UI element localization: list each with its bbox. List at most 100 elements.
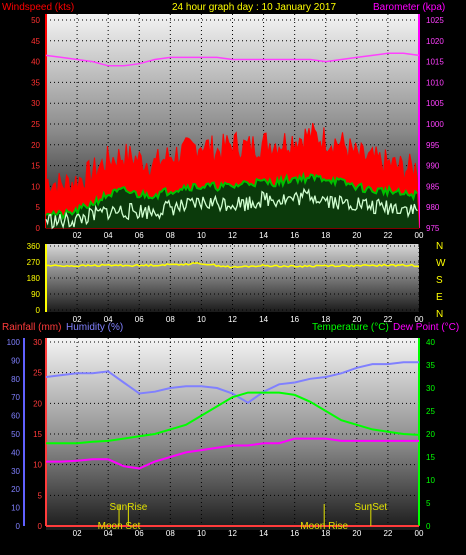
x-tick-label: 12 (228, 315, 237, 324)
wind-tick-label: 10 (31, 182, 40, 191)
wind-tick-label: 35 (31, 78, 40, 87)
x-tick-label: 22 (383, 315, 392, 324)
x-tick-label: 00 (415, 231, 424, 240)
baro-tick-label: 1010 (426, 78, 444, 87)
x-tick-label: 00 (415, 315, 424, 324)
humidity-series (45, 361, 419, 404)
x-tick-label: 06 (135, 315, 144, 324)
wind-tick-label: 45 (31, 37, 40, 46)
rain-tick-label: 20 (33, 399, 42, 408)
x-tick-label: 20 (352, 315, 361, 324)
graph-title: 24 hour graph day : 10 January 2017 (172, 2, 336, 13)
baro-tick-label: 1015 (426, 58, 444, 67)
temperature-tick-label: 20 (426, 430, 435, 439)
humidity-tick-label: 70 (11, 393, 20, 402)
compass-n-bottom: N (436, 309, 443, 320)
x-tick-label: 10 (197, 315, 206, 324)
sunrise-label: SunRise (109, 502, 147, 513)
humidity-tick-label: 60 (11, 412, 20, 421)
x-tick-label: 18 (321, 529, 330, 538)
temperature-tick-label: 5 (426, 499, 431, 508)
x-tick-label: 18 (321, 315, 330, 324)
direction-tick-label: 90 (31, 290, 40, 299)
x-tick-label: 22 (383, 231, 392, 240)
x-tick-label: 10 (197, 231, 206, 240)
wind-tick-label: 20 (31, 141, 40, 150)
wind-lull-series (45, 187, 418, 230)
temperature-axis-title: Temperature (°C) (312, 322, 389, 333)
direction-tick-label: 0 (36, 306, 41, 315)
x-tick-label: 22 (383, 529, 392, 538)
x-tick-label: 08 (166, 315, 175, 324)
temperature-tick-label: 35 (426, 361, 435, 370)
wind-tick-label: 25 (31, 120, 40, 129)
x-tick-label: 16 (290, 315, 299, 324)
x-tick-label: 04 (104, 529, 113, 538)
dewpoint-series (46, 437, 419, 470)
humidity-tick-label: 20 (11, 485, 20, 494)
x-tick-label: 02 (73, 231, 82, 240)
rain-tick-label: 10 (33, 461, 42, 470)
compass-e: E (436, 292, 443, 303)
humidity-tick-label: 100 (7, 338, 21, 347)
x-tick-label: 10 (197, 529, 206, 538)
wind-tick-label: 40 (31, 58, 40, 67)
direction-series (45, 262, 420, 269)
wind-tick-label: 0 (36, 224, 41, 233)
temperature-series (46, 391, 420, 445)
temperature-tick-label: 40 (426, 338, 435, 347)
rain-tick-label: 5 (38, 491, 43, 500)
x-tick-label: 16 (290, 529, 299, 538)
moonrise-label: Moon Rise (300, 521, 348, 532)
x-tick-label: 18 (321, 231, 330, 240)
sunset-label: SunSet (354, 502, 387, 513)
x-tick-label: 12 (228, 529, 237, 538)
humidity-tick-label: 50 (11, 430, 20, 439)
compass-s: S (436, 275, 443, 286)
humidity-tick-label: 90 (11, 356, 20, 365)
baro-tick-label: 1020 (426, 37, 444, 46)
compass-n-top: N (436, 241, 443, 252)
x-tick-label: 02 (73, 529, 82, 538)
x-tick-label: 16 (290, 231, 299, 240)
compass-w: W (436, 258, 446, 269)
baro-axis-title: Barometer (kpa) (373, 2, 445, 13)
direction-tick-label: 270 (27, 258, 41, 267)
temperature-tick-label: 30 (426, 384, 435, 393)
baro-tick-label: 1025 (426, 16, 444, 25)
x-tick-label: 08 (166, 231, 175, 240)
x-tick-label: 14 (259, 315, 268, 324)
wind-tick-label: 50 (31, 16, 40, 25)
temperature-tick-label: 15 (426, 453, 435, 462)
temperature-tick-label: 0 (426, 522, 431, 531)
baro-tick-label: 1005 (426, 99, 444, 108)
direction-tick-label: 180 (27, 274, 41, 283)
direction-panel (46, 244, 419, 312)
humidity-tick-label: 30 (11, 467, 20, 476)
rain-axis-title: Rainfall (mm) (2, 322, 61, 333)
average-series (45, 171, 418, 221)
moonset-label: Moon Set (98, 521, 141, 532)
baro-tick-label: 990 (426, 162, 440, 171)
baro-tick-label: 1000 (426, 120, 444, 129)
wind-axis-title: Windspeed (kts) (2, 2, 74, 13)
x-tick-label: 14 (259, 231, 268, 240)
humidity-tick-label: 0 (16, 522, 21, 531)
temperature-tick-label: 10 (426, 476, 435, 485)
x-tick-label: 20 (352, 231, 361, 240)
x-tick-label: 20 (352, 529, 361, 538)
temperature-tick-label: 25 (426, 407, 435, 416)
x-tick-label: 06 (135, 529, 144, 538)
humidity-tick-label: 80 (11, 375, 20, 384)
humidity-tick-label: 40 (11, 448, 20, 457)
rain-tick-label: 30 (33, 338, 42, 347)
dewpoint-axis-title: Dew Point (°C) (393, 322, 459, 333)
x-tick-label: 04 (104, 231, 113, 240)
rain-tick-label: 15 (33, 430, 42, 439)
baro-tick-label: 985 (426, 182, 440, 191)
humidity-axis-title: Humidity (%) (66, 322, 123, 333)
barometer-series (45, 52, 420, 67)
wind-tick-label: 30 (31, 99, 40, 108)
direction-tick-label: 360 (27, 242, 41, 251)
